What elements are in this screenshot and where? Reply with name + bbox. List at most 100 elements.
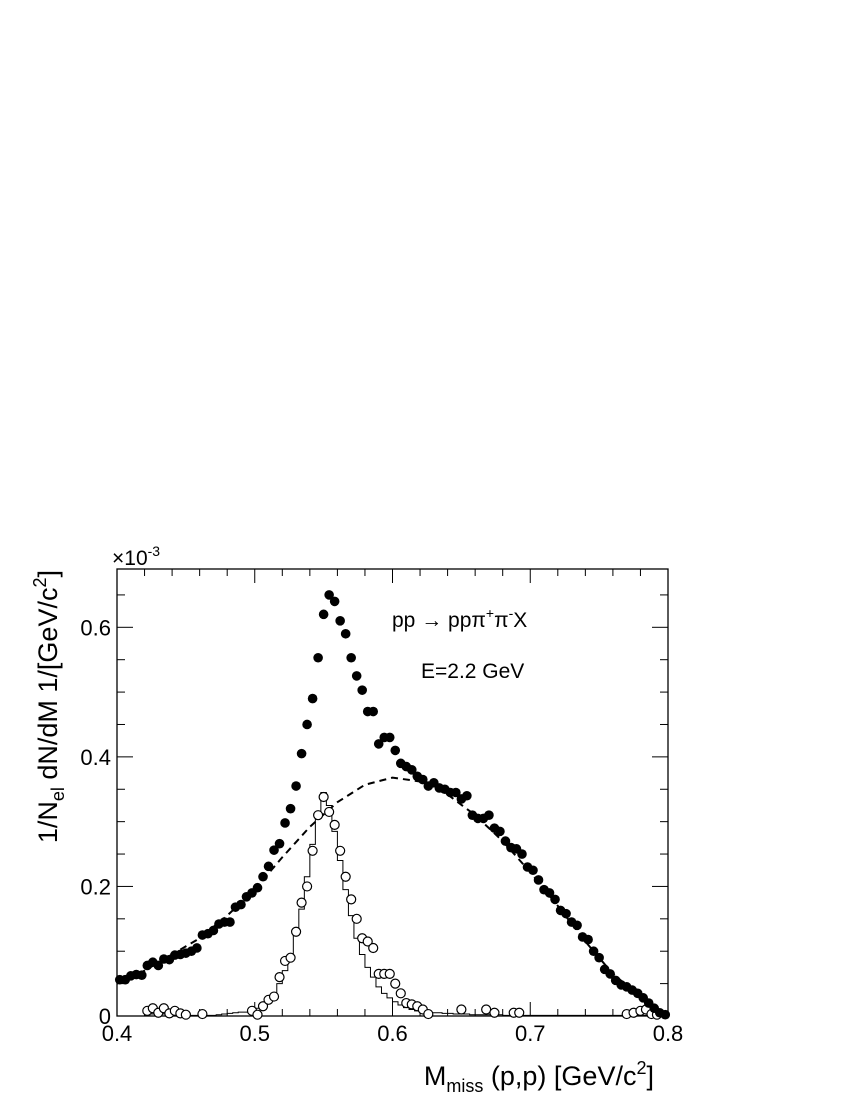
x-axis-label: Mmiss (p,p) [GeV/c2] — [424, 1058, 654, 1096]
filled-data-point — [313, 652, 323, 663]
x-tick-label: 0.4 — [102, 1021, 133, 1046]
plot-area: 0.4 0.5 0.6 0.7 0.8 0 0.2 0.4 0.6 — [80, 568, 684, 1046]
filled-data-point — [252, 882, 263, 893]
filled-data-point — [572, 920, 582, 931]
filled-data-point — [302, 719, 312, 730]
open-data-point — [313, 810, 324, 821]
open-data-point — [346, 894, 357, 905]
filled-data-point — [528, 865, 538, 876]
filled-data-point — [274, 838, 285, 849]
filled-data-point — [335, 616, 345, 626]
filled-data-point — [269, 845, 279, 855]
filled-data-point — [544, 888, 555, 898]
open-data-point — [481, 1004, 492, 1015]
open-data-point — [390, 978, 401, 989]
filled-data-point — [418, 774, 428, 785]
filled-data-point — [296, 748, 307, 759]
y-tick-label: 0.6 — [80, 615, 111, 640]
open-data-point — [324, 806, 335, 818]
open-data-point — [362, 936, 373, 947]
filled-data-point — [384, 732, 395, 743]
filled-data-point — [192, 943, 202, 953]
open-data-point — [318, 791, 329, 803]
x-tick-label: 0.5 — [239, 1021, 270, 1046]
open-data-point — [257, 1001, 269, 1012]
filled-data-point — [550, 894, 560, 905]
x-tick-label: 0.7 — [515, 1021, 546, 1046]
filled-data-point — [318, 609, 329, 620]
open-circle-series — [142, 791, 663, 1020]
filled-data-point — [258, 871, 268, 882]
energy-annotation: E=2.2 GeV — [421, 660, 524, 683]
open-data-point — [252, 1009, 263, 1020]
histogram-line — [117, 792, 668, 1017]
filled-data-point — [605, 969, 615, 979]
x-tick-label: 0.8 — [653, 1021, 684, 1046]
filled-circle-series — [114, 590, 671, 1020]
filled-data-point — [588, 946, 599, 957]
open-data-point — [329, 819, 340, 830]
open-data-point — [180, 1009, 191, 1020]
filled-data-point — [329, 596, 340, 607]
open-data-point — [514, 1007, 525, 1018]
open-data-point — [290, 926, 302, 937]
filled-data-point — [462, 790, 472, 801]
filled-data-point — [324, 590, 334, 600]
open-data-point — [340, 871, 351, 882]
y-axis-label: 1/Nel dN/dM 1/[GeV/c2] — [30, 570, 68, 843]
open-data-point — [268, 991, 280, 1002]
filled-data-point — [351, 671, 362, 681]
y-multiplier: ×10-3 — [112, 543, 160, 570]
open-data-point — [351, 913, 362, 924]
filled-data-point — [340, 628, 351, 639]
x-tick-labels: 0.4 0.5 0.6 0.7 0.8 — [102, 1021, 684, 1046]
filled-data-point — [346, 652, 356, 663]
filled-data-point — [495, 826, 505, 837]
filled-data-point — [225, 917, 235, 927]
filled-data-point — [517, 849, 527, 859]
open-data-point — [296, 897, 307, 908]
filled-data-point — [280, 818, 290, 828]
open-data-point — [423, 1008, 434, 1020]
filled-data-point — [136, 970, 147, 980]
filled-data-point — [500, 836, 511, 846]
y-tick-label: 0.4 — [80, 745, 111, 770]
y-tick-labels: 0 0.2 0.4 0.6 — [80, 615, 111, 1029]
filled-data-point — [406, 765, 417, 775]
filled-data-point — [533, 875, 544, 885]
open-data-point — [456, 1004, 467, 1015]
filled-data-point — [373, 739, 384, 749]
filled-data-point — [561, 908, 571, 919]
dashed-curve — [116, 776, 669, 1017]
filled-data-point — [583, 934, 593, 945]
open-data-point — [274, 972, 285, 983]
open-data-point — [197, 1008, 208, 1020]
filled-data-point — [285, 803, 296, 814]
filled-data-point — [594, 952, 604, 963]
open-data-point — [368, 942, 379, 954]
open-data-point — [384, 968, 395, 979]
mc-histogram — [117, 792, 668, 1017]
x-tick-label: 0.6 — [377, 1021, 408, 1046]
open-data-point — [307, 845, 318, 856]
filled-data-point — [263, 861, 274, 872]
filled-data-point — [291, 781, 301, 791]
background-curve — [116, 776, 669, 1017]
filled-data-point — [307, 693, 318, 704]
open-data-point — [489, 1007, 500, 1018]
open-data-point — [335, 845, 346, 856]
open-data-point — [301, 881, 313, 892]
open-data-point — [395, 988, 406, 999]
open-data-point — [285, 952, 296, 963]
filled-data-point — [484, 810, 494, 820]
reaction-annotation: pp → ppπ+π-X — [392, 605, 527, 632]
filled-data-point — [368, 706, 379, 717]
filled-data-point — [236, 899, 246, 910]
filled-data-point — [153, 960, 164, 971]
y-tick-label: 0 — [99, 1004, 111, 1029]
filled-data-point — [208, 925, 219, 936]
filled-data-point — [390, 745, 401, 756]
filled-data-point — [451, 787, 461, 798]
y-tick-label: 0.2 — [80, 874, 111, 899]
